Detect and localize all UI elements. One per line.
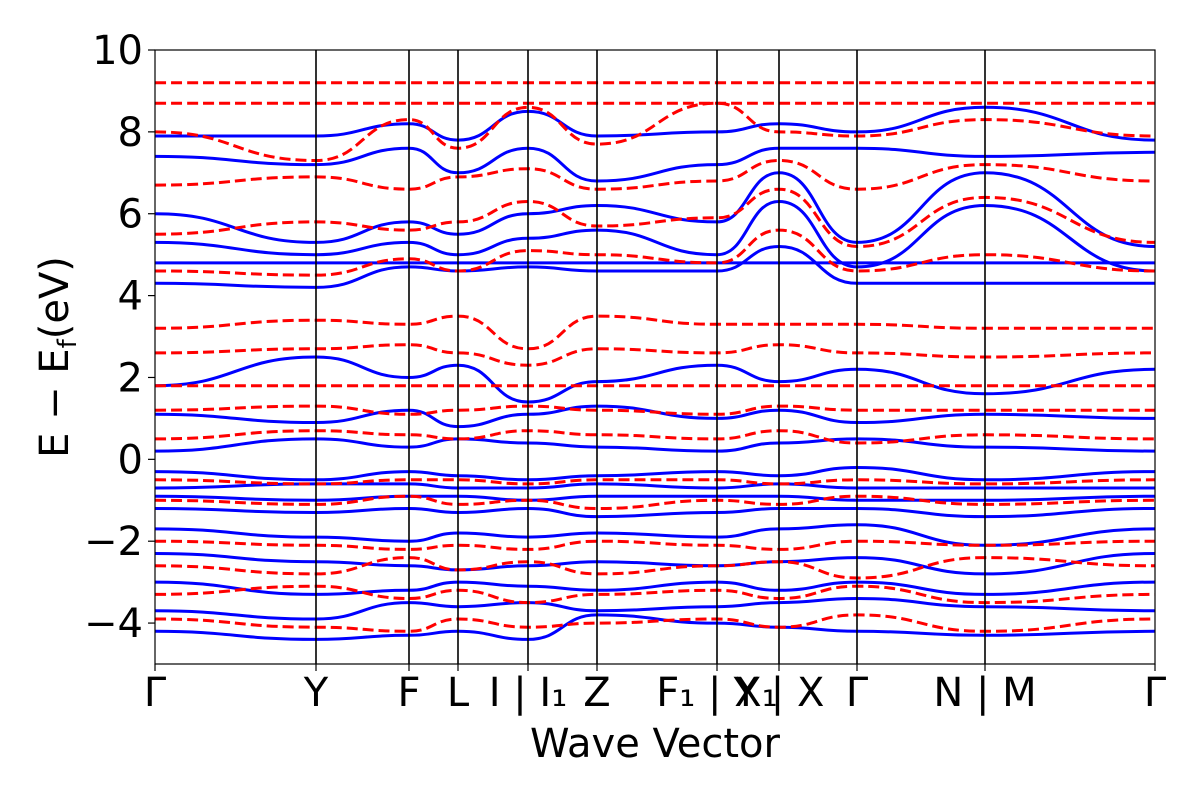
dashed-band-2 — [154, 556, 1156, 580]
dashed-band-3 — [154, 539, 1156, 551]
y-ticks: −4 −2 0 2 4 6 8 10 — [84, 28, 155, 647]
dashed-band-0 — [154, 613, 1156, 633]
dashed-band-9 — [154, 343, 1156, 367]
x-tick-label-6: F₁ | X₁ — [656, 670, 777, 716]
dashed-band-14 — [154, 101, 1156, 163]
y-tick-label-2: 0 — [118, 437, 143, 483]
x-tick-label-1: Y — [303, 670, 329, 716]
solid-band-17 — [155, 105, 1156, 142]
solid-band-3 — [154, 552, 1156, 576]
x-tick-label-7: Y | X — [733, 670, 825, 716]
y-axis-label-sub: f — [53, 338, 83, 348]
dashed-band-13 — [154, 158, 1156, 191]
y-tick-label-7: 10 — [92, 28, 143, 74]
dashed-band-10 — [154, 314, 1155, 351]
x-axis-label: Wave Vector — [530, 721, 781, 767]
bands-layer — [154, 81, 1156, 641]
y-axis-label-unit: (eV) — [32, 256, 78, 339]
dashed-band-12 — [154, 187, 1156, 249]
solid-band-9 — [154, 437, 1156, 453]
x-tick-label-4: I | I₁ — [489, 670, 568, 716]
solid-band-10 — [154, 404, 1156, 429]
x-tick-label-0: Γ — [144, 670, 167, 716]
solid-band-15 — [154, 171, 1156, 248]
solid-band-5 — [154, 506, 1156, 519]
solid-band-6 — [154, 494, 1156, 502]
x-tick-label-5: Z — [583, 670, 610, 716]
dashed-band-6 — [154, 429, 1156, 445]
dashed-band-5 — [154, 478, 1156, 486]
solid-band-7 — [154, 482, 1155, 490]
solid-band-12 — [154, 244, 1155, 289]
kpoint-lines-layer — [315, 50, 986, 664]
solid-band-8 — [154, 465, 1156, 482]
y-tick-label-6: 8 — [118, 110, 143, 156]
solid-band-4 — [154, 523, 1156, 547]
plot-frame — [154, 49, 1156, 665]
y-tick-label-3: 2 — [118, 355, 143, 401]
x-tick-label-8: Γ — [846, 670, 869, 716]
y-tick-label-5: 6 — [118, 192, 143, 238]
solid-band-2 — [154, 580, 1156, 596]
dashed-band-7 — [154, 404, 1155, 416]
x-tick-label-2: F — [397, 670, 420, 716]
x-tick-label-10: Γ — [1144, 670, 1167, 716]
dashed-band-1 — [154, 584, 1156, 605]
dashed-band-11 — [154, 228, 1156, 277]
y-tick-label-0: −4 — [84, 601, 143, 647]
x-tick-label-9: N | M — [933, 670, 1036, 716]
solid-band-14 — [154, 199, 1156, 273]
x-tick-label-3: L — [447, 670, 470, 716]
y-axis-label-main: E − E — [32, 348, 78, 458]
solid-band-0 — [154, 613, 1156, 641]
y-tick-label-1: −2 — [84, 519, 143, 565]
dashed-band-4 — [154, 494, 1156, 511]
y-axis-label: E − Ef(eV) — [32, 256, 83, 458]
solid-band-1 — [154, 596, 1156, 621]
solid-band-11 — [154, 355, 1156, 404]
y-tick-label-4: 4 — [118, 274, 143, 320]
